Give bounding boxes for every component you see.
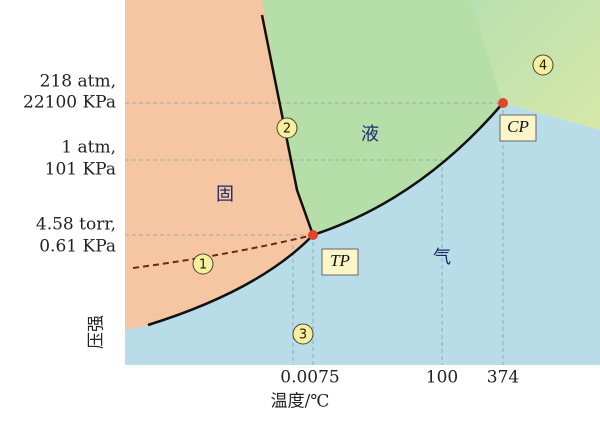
x-label: 374 [487,368,519,388]
marker-circle [532,54,554,76]
triple-point [308,230,318,240]
marker-circle [192,253,214,275]
marker-label: 4 [539,59,547,74]
label-box [321,248,359,276]
region-label: 固 [216,184,234,205]
y-label: 4.58 torr, [36,215,116,235]
critical-point [498,98,508,108]
marker-circle [292,323,314,345]
marker-label: 2 [283,122,291,137]
region-label: 液 [361,124,379,145]
y-label: 218 atm, [40,72,116,92]
x-label: 100 [426,368,458,388]
y-label: 22100 KPa [23,93,116,113]
plot-area: TP CP 液 固 气 [125,0,600,365]
marker-label: 1 [199,258,207,273]
marker-circle [276,117,298,139]
y-axis-title: 压强 [87,315,107,349]
melting-curve [260,14,315,236]
markers: 1 2 3 4 [192,54,554,345]
label-box [499,114,537,142]
marker-label: 3 [299,328,307,343]
y-label: 1 atm, [61,138,116,158]
y-label: 101 KPa [45,160,116,180]
y-labels: 218 atm,22100 KPa 1 atm,101 KPa 4.58 torr,… [23,72,116,257]
y-label: 0.61 KPa [39,237,116,257]
metastable-curve [132,234,314,269]
sublimation-curve [147,234,314,327]
x-axis-title: 温度/℃ [271,392,330,412]
point-label: TP [330,251,350,270]
solid-region [125,0,313,330]
vaporization-curve [312,102,504,237]
x-label: 0.0075 [280,368,339,388]
region-label: 气 [433,247,451,268]
point-label: CP [507,117,529,136]
